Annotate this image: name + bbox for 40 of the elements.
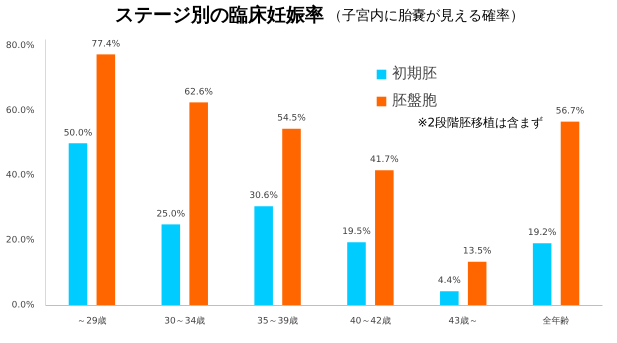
data-label: 50.0%: [64, 128, 93, 138]
data-label: 4.4%: [438, 276, 462, 286]
data-label: 41.7%: [370, 155, 400, 166]
x-tick-label: 30～34歳: [164, 316, 206, 327]
chart-subtitle: （子宮内に胎嚢が見える確率）: [328, 7, 524, 26]
y-tick-label: 80.0%: [6, 41, 35, 52]
bar: [68, 143, 88, 306]
chart-title: ステージ別の臨床妊娠率: [115, 3, 324, 28]
bar: [347, 242, 366, 306]
bar: [282, 128, 301, 306]
data-label: 77.4%: [92, 40, 121, 50]
x-tick-label: 43歳～: [448, 316, 478, 327]
bar: [254, 206, 273, 306]
bar: [532, 243, 552, 306]
data-label: 25.0%: [156, 210, 186, 220]
legend-label: 胚盤胞: [392, 91, 437, 110]
y-tick-label: 40.0%: [6, 170, 35, 181]
data-label: 30.6%: [249, 191, 278, 202]
y-tick-label: 60.0%: [6, 106, 35, 116]
data-label: 13.5%: [462, 246, 492, 257]
bar: [468, 262, 486, 306]
bar: [189, 102, 208, 306]
bar: [440, 291, 459, 306]
x-tick-label: 40～42歳: [350, 316, 391, 327]
bar: [96, 54, 116, 306]
data-label: 62.6%: [184, 88, 214, 98]
bar: [560, 122, 580, 306]
data-label: 19.5%: [342, 227, 372, 238]
x-tick-label: 全年齢: [542, 316, 570, 327]
annotation: ※2段階胚移植は含まず: [418, 116, 544, 130]
legend-label: 初期胚: [392, 64, 437, 84]
y-tick-label: 0.0%: [12, 300, 35, 311]
data-label: 56.7%: [556, 106, 585, 117]
bar: [375, 170, 394, 306]
data-label: 19.2%: [528, 228, 557, 238]
data-label: 54.5%: [277, 114, 306, 124]
bar: [162, 224, 180, 306]
y-tick-label: 20.0%: [6, 236, 35, 246]
x-tick-label: ～29歳: [77, 316, 107, 327]
x-tick-label: 35～39歳: [257, 316, 298, 327]
